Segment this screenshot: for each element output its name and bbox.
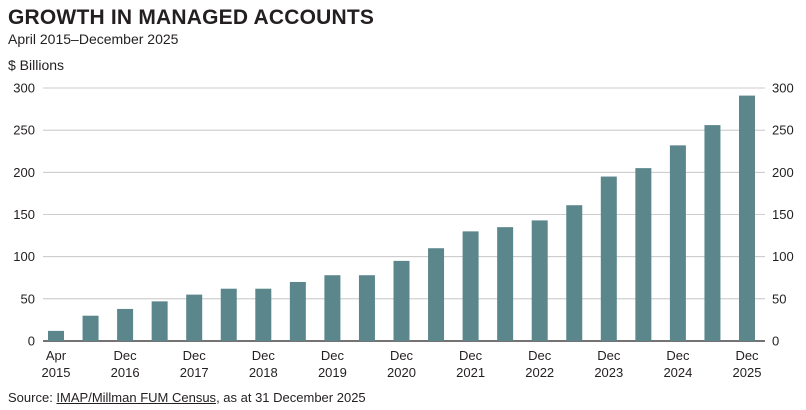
y-tick-label-left: 300 [13, 81, 35, 96]
y-tick-label-right: 150 [772, 207, 794, 222]
x-tick-label: Dec 2023 [594, 348, 623, 380]
y-axis-unit-label: $ Billions [8, 57, 65, 73]
source-prefix: Source: [8, 390, 57, 405]
y-tick-label-left: 100 [13, 249, 35, 264]
bar-chart: 0 0 50 50 100 100 150 150 200 200 250 250 300 300 Apr 2… [13, 81, 794, 381]
bar [82, 315, 99, 341]
bar [566, 205, 583, 341]
bar [358, 275, 375, 341]
x-tick-label: Apr 2015 [42, 348, 71, 380]
y-tick-label-right: 50 [772, 291, 786, 306]
bar [151, 301, 168, 341]
bar [462, 231, 479, 341]
x-tick-label: Dec 2024 [663, 348, 692, 380]
bar [117, 308, 134, 341]
x-tick-label: Dec 2016 [111, 348, 140, 380]
x-tick-label: Dec 2018 [249, 348, 278, 380]
bar [600, 176, 617, 341]
bar [255, 288, 272, 341]
x-tick-label: Dec 2022 [525, 348, 554, 380]
y-tick-label-left: 50 [21, 291, 35, 306]
x-tick-label: Dec 2019 [318, 348, 347, 380]
bar [324, 275, 341, 341]
bar [48, 330, 64, 341]
y-tick-label-left: 150 [13, 207, 35, 222]
chart-subtitle: April 2015–December 2025 [8, 31, 179, 47]
y-tick-label-left: 250 [13, 123, 35, 138]
x-tick-label: Dec 2021 [456, 348, 485, 380]
source-link[interactable]: IMAP/Millman FUM Census [56, 390, 217, 405]
bar [497, 227, 514, 341]
source-suffix: , as at 31 December 2025 [216, 390, 366, 405]
bar [704, 125, 721, 341]
x-tick-label: Dec 2025 [733, 348, 762, 380]
x-tick-label: Dec 2017 [180, 348, 209, 380]
bar [635, 168, 652, 341]
y-tick-label-right: 0 [772, 334, 779, 349]
y-tick-label-right: 250 [772, 123, 794, 138]
bar [428, 248, 445, 341]
bar [531, 220, 548, 341]
bar [289, 281, 306, 341]
y-tick-label-right: 300 [772, 81, 794, 96]
y-tick-label-right: 200 [772, 165, 794, 180]
y-tick-label-right: 100 [772, 249, 794, 264]
chart-title: GROWTH IN MANAGED ACCOUNTS [8, 6, 375, 29]
bar [669, 145, 686, 341]
y-tick-label-left: 200 [13, 165, 35, 180]
y-tick-label-left: 0 [28, 334, 35, 349]
x-tick-label: Dec 2020 [387, 348, 416, 380]
source-note: Source: IMAP/Millman FUM Census, as at 3… [8, 390, 366, 405]
bar [186, 294, 203, 341]
bar [220, 288, 237, 341]
bar [739, 95, 755, 341]
bar [393, 260, 410, 341]
